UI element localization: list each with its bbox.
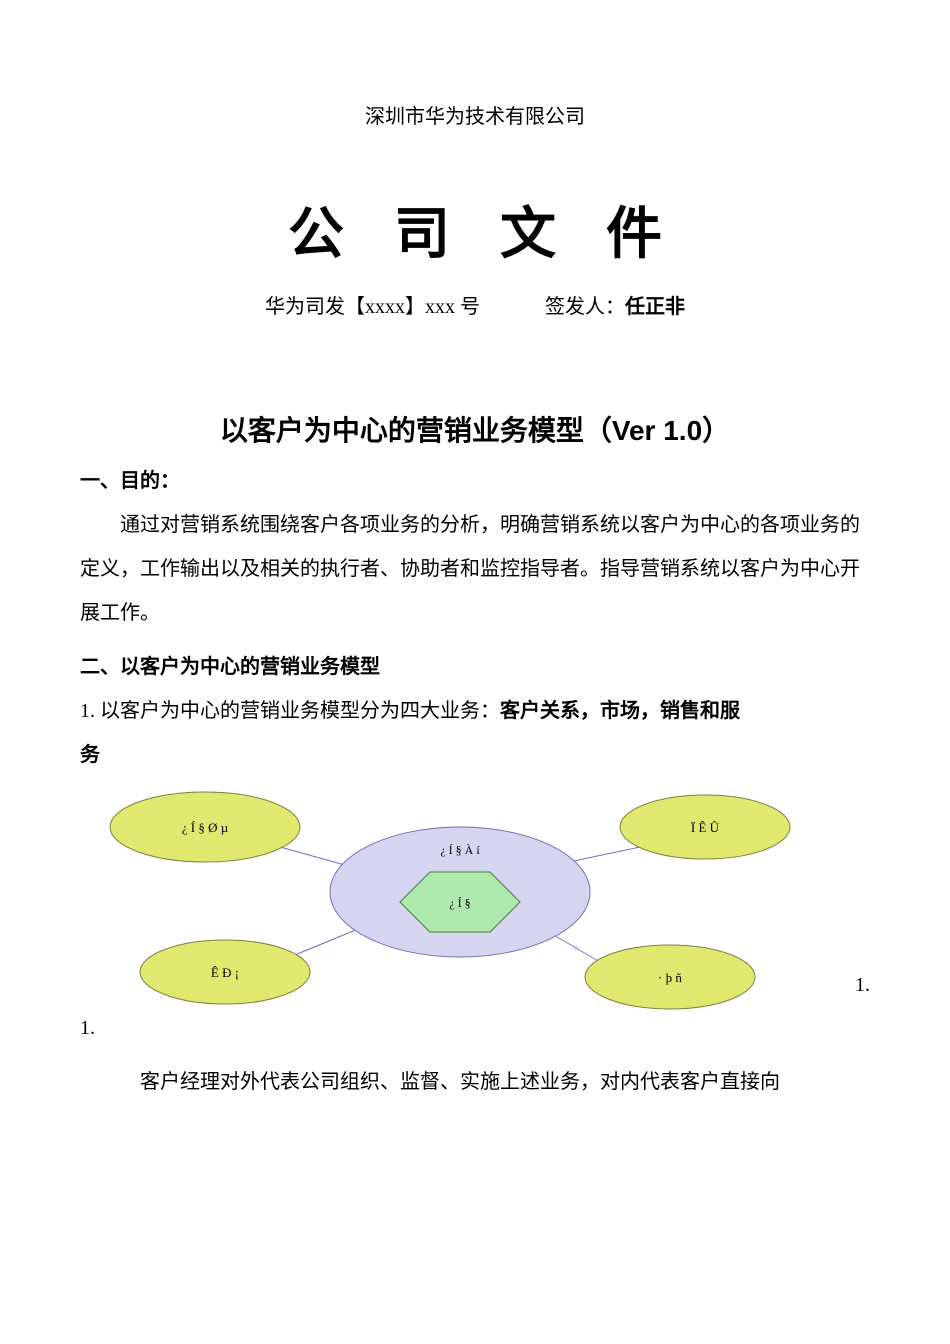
svg-text:¿ Í § Ø µ: ¿ Í § Ø µ: [182, 820, 229, 835]
svg-text:Ï Ê Û: Ï Ê Û: [691, 820, 720, 835]
section1-body: 通过对营销系统围绕客户各项业务的分析，明确营销系统以客户为中心的各项业务的定义，…: [80, 503, 870, 635]
company-name: 深圳市华为技术有限公司: [80, 100, 870, 129]
signer-label: 签发人：: [545, 296, 625, 318]
svg-text:¿ Í §: ¿ Í §: [449, 896, 470, 910]
doc-number: 华为司发【xxxx】xxx 号: [265, 296, 480, 318]
diagram-svg: ¿ Í § À í ¿ Í § ¿ Í § Ø µ Ï Ê Û Ê Ð ¡ · þ ñ: [80, 777, 870, 1017]
svg-text:· þ ñ: · þ ñ: [658, 970, 682, 985]
section2-heading: 二、以客户为中心的营销业务模型: [80, 650, 870, 679]
svg-text:Ê Ð ¡: Ê Ð ¡: [211, 965, 239, 980]
signer-name: 任正非: [625, 296, 685, 318]
document-title: 公司文件: [80, 189, 870, 270]
document-meta: 华为司发【xxxx】xxx 号 签发人：任正非: [80, 290, 870, 319]
main-title: 以客户为中心的营销业务模型（Ver 1.0）: [80, 409, 870, 449]
trailing-number-right: 1.: [855, 974, 870, 997]
item1-prefix: 1. 以客户为中心的营销业务模型分为四大业务：: [80, 700, 500, 722]
trailing-number-left: 1.: [80, 1017, 870, 1040]
item1-bold-line2: 务: [80, 738, 870, 767]
business-model-diagram: ¿ Í § À í ¿ Í § ¿ Í § Ø µ Ï Ê Û Ê Ð ¡ · þ ñ 1…: [80, 777, 870, 1017]
section2-item1: 1. 以客户为中心的营销业务模型分为四大业务：客户关系，市场，销售和服: [80, 689, 870, 733]
svg-text:¿ Í § À í: ¿ Í § À í: [440, 843, 480, 857]
section1-heading: 一、目的：: [80, 464, 870, 493]
item1-bold: 客户关系，市场，销售和服: [500, 700, 740, 722]
final-paragraph: 客户经理对外代表公司组织、监督、实施上述业务，对内代表客户直接向: [80, 1060, 870, 1104]
